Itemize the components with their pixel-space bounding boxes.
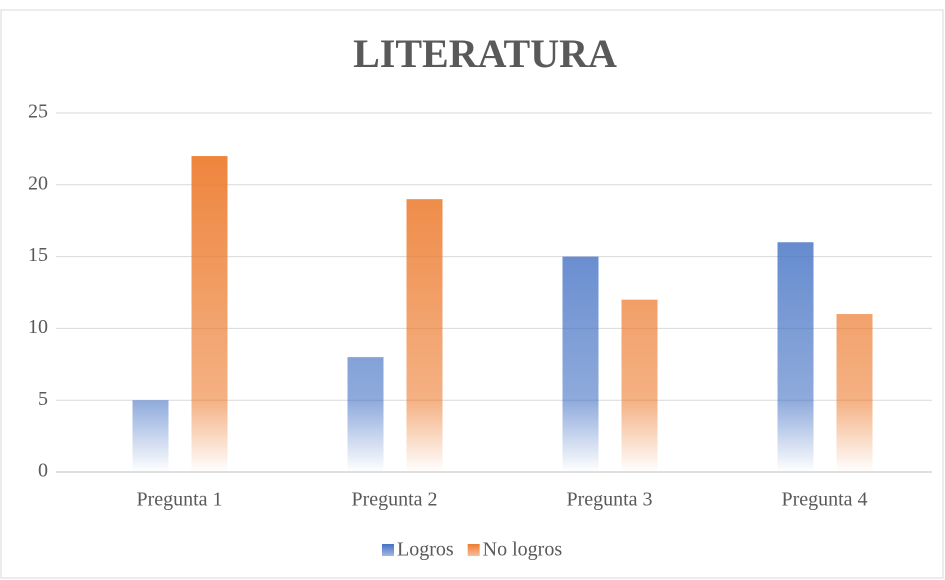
bar bbox=[406, 199, 443, 472]
bar bbox=[191, 156, 228, 472]
x-tick-label: Pregunta 3 bbox=[566, 489, 652, 511]
legend-label: No logros bbox=[483, 539, 563, 561]
bar bbox=[836, 314, 873, 472]
y-tick-label: 5 bbox=[38, 388, 48, 410]
bar bbox=[777, 242, 814, 472]
y-tick-label: 15 bbox=[28, 244, 48, 266]
y-tick-label: 25 bbox=[28, 101, 48, 123]
bar bbox=[562, 256, 599, 472]
x-tick-label: Pregunta 2 bbox=[351, 489, 437, 511]
y-tick-label: 10 bbox=[28, 316, 48, 338]
legend-swatch bbox=[467, 544, 480, 556]
x-tick-label: Pregunta 1 bbox=[136, 489, 222, 511]
y-tick-label: 0 bbox=[38, 460, 48, 482]
chart-title: LITERATURA bbox=[353, 31, 617, 76]
bar bbox=[621, 299, 658, 472]
legend-swatch bbox=[382, 544, 394, 556]
bar bbox=[132, 400, 169, 472]
x-tick-label: Pregunta 4 bbox=[781, 489, 867, 511]
y-tick-label: 20 bbox=[28, 172, 48, 194]
legend-label: Logros bbox=[397, 539, 454, 561]
bar bbox=[347, 357, 384, 472]
